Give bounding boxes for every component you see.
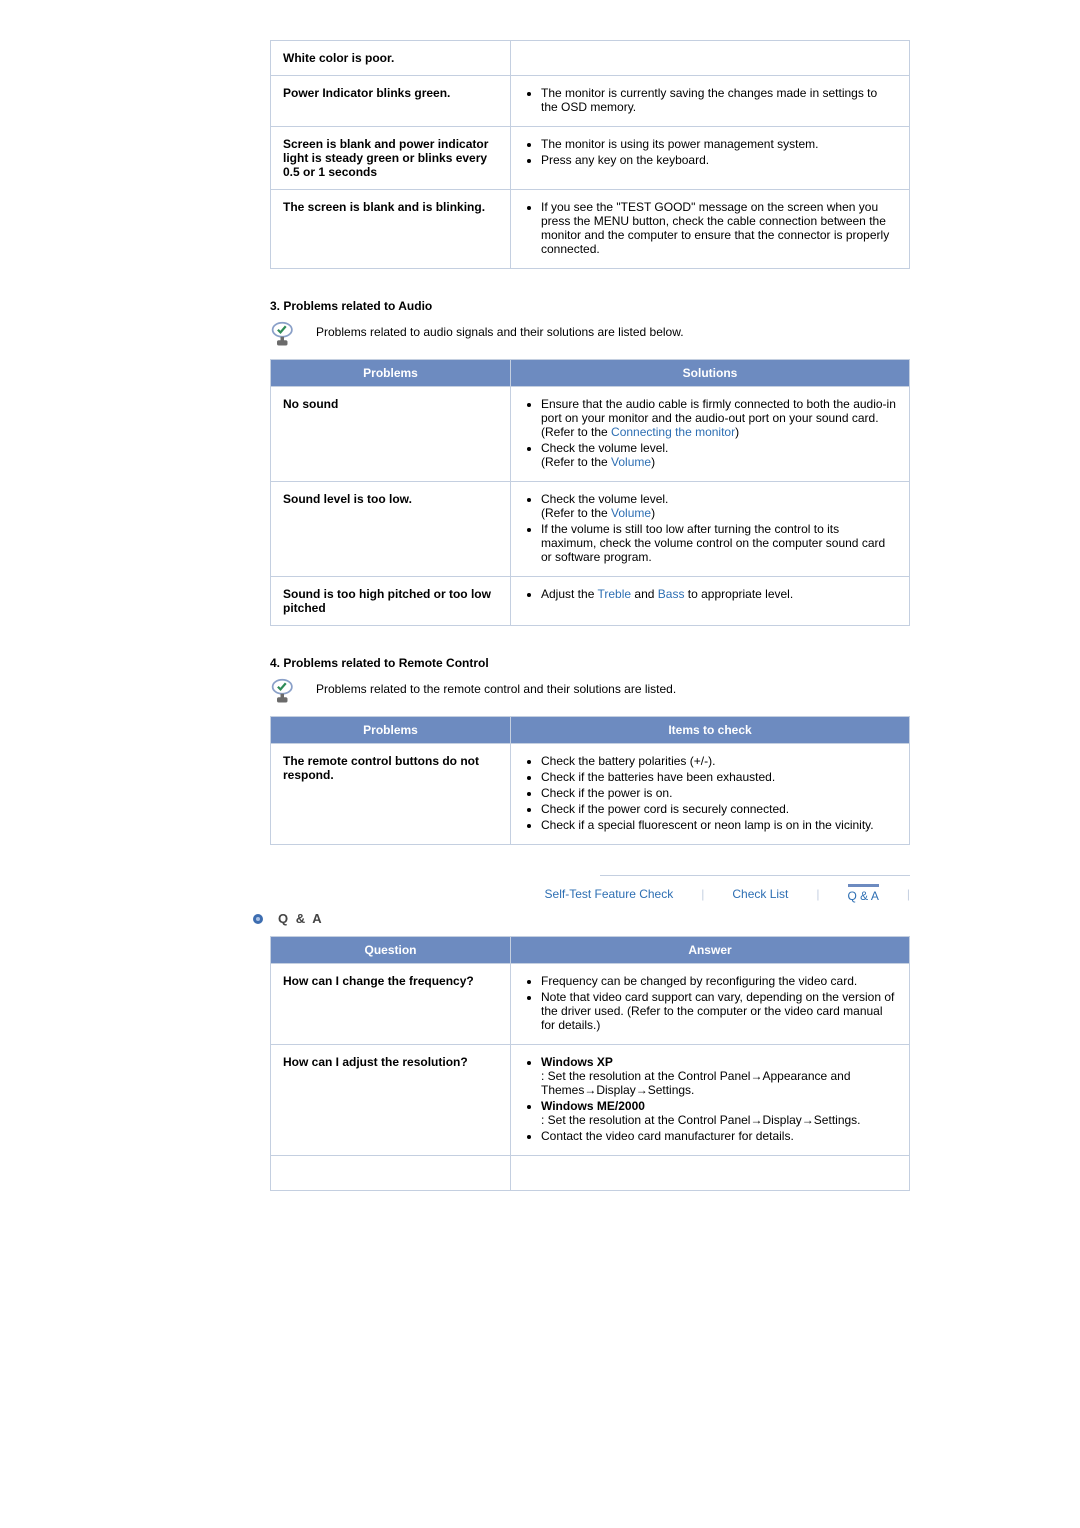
- solution-cell: If you see the "TEST GOOD" message on th…: [511, 190, 910, 269]
- problem-cell: Sound level is too low.: [271, 482, 511, 577]
- problem-cell: Power Indicator blinks green.: [271, 76, 511, 127]
- section4-intro-row: Problems related to the remote control a…: [270, 678, 910, 706]
- tab-qa[interactable]: Q & A: [848, 884, 879, 903]
- section2-table: White color is poor.Power Indicator blin…: [270, 40, 910, 269]
- tabs-wrap: Self-Test Feature Check | Check List | Q…: [270, 875, 910, 903]
- table-row: The screen is blank and is blinking.If y…: [271, 190, 910, 269]
- problem-cell: Sound is too high pitched or too low pit…: [271, 577, 511, 626]
- table-row: [271, 1156, 910, 1191]
- section3-th-problems: Problems: [271, 360, 511, 387]
- problem-cell: No sound: [271, 387, 511, 482]
- table-row: How can I change the frequency?Frequency…: [271, 964, 910, 1045]
- solution-cell: [511, 41, 910, 76]
- checklist-icon: [270, 678, 298, 706]
- tab-sep: |: [907, 887, 910, 901]
- solution-cell: The monitor is using its power managemen…: [511, 127, 910, 190]
- qa-table: Question Answer How can I change the fre…: [270, 936, 910, 1191]
- section4-intro: Problems related to the remote control a…: [316, 678, 676, 696]
- tab-sep: |: [816, 887, 819, 901]
- problem-cell: The screen is blank and is blinking.: [271, 190, 511, 269]
- section3-intro-row: Problems related to audio signals and th…: [270, 321, 910, 349]
- items-cell: Check the battery polarities (+/-).Check…: [511, 744, 910, 845]
- table-row: White color is poor.: [271, 41, 910, 76]
- section4-th-items: Items to check: [511, 717, 910, 744]
- section3-intro: Problems related to audio signals and th…: [316, 321, 684, 339]
- section3-table: Problems Solutions No soundEnsure that t…: [270, 359, 910, 626]
- solution-cell: Ensure that the audio cable is firmly co…: [511, 387, 910, 482]
- tab-sep: |: [701, 887, 704, 901]
- tab-checklist[interactable]: Check List: [732, 887, 788, 901]
- answer-cell: Frequency can be changed by reconfigurin…: [511, 964, 910, 1045]
- table-row: Sound is too high pitched or too low pit…: [271, 577, 910, 626]
- table-row: How can I adjust the resolution?Windows …: [271, 1045, 910, 1156]
- qa-heading: Q & A: [278, 911, 324, 926]
- table-row: Screen is blank and power indicator ligh…: [271, 127, 910, 190]
- question-cell: How can I change the frequency?: [271, 964, 511, 1045]
- qa-th-question: Question: [271, 937, 511, 964]
- tab-selftest[interactable]: Self-Test Feature Check: [545, 887, 674, 901]
- table-row: No soundEnsure that the audio cable is f…: [271, 387, 910, 482]
- bullet-icon: [252, 913, 264, 925]
- section4-table: Problems Items to check The remote contr…: [270, 716, 910, 845]
- section3-title: 3. Problems related to Audio: [270, 299, 910, 313]
- qa-heading-row: Q & A: [252, 911, 910, 926]
- problem-cell: The remote control buttons do not respon…: [271, 744, 511, 845]
- table-row: Sound level is too low.Check the volume …: [271, 482, 910, 577]
- table-row: Power Indicator blinks green.The monitor…: [271, 76, 910, 127]
- section3-th-solutions: Solutions: [511, 360, 910, 387]
- answer-cell: Windows XP: Set the resolution at the Co…: [511, 1045, 910, 1156]
- section4-th-problems: Problems: [271, 717, 511, 744]
- question-cell: How can I adjust the resolution?: [271, 1045, 511, 1156]
- qa-th-answer: Answer: [511, 937, 910, 964]
- solution-cell: Adjust the Treble and Bass to appropriat…: [511, 577, 910, 626]
- table-row: The remote control buttons do not respon…: [271, 744, 910, 845]
- tabs: Self-Test Feature Check | Check List | Q…: [270, 884, 918, 903]
- section4-title: 4. Problems related to Remote Control: [270, 656, 910, 670]
- checklist-icon: [270, 321, 298, 349]
- problem-cell: White color is poor.: [271, 41, 511, 76]
- problem-cell: Screen is blank and power indicator ligh…: [271, 127, 511, 190]
- solution-cell: The monitor is currently saving the chan…: [511, 76, 910, 127]
- solution-cell: Check the volume level.(Refer to the Vol…: [511, 482, 910, 577]
